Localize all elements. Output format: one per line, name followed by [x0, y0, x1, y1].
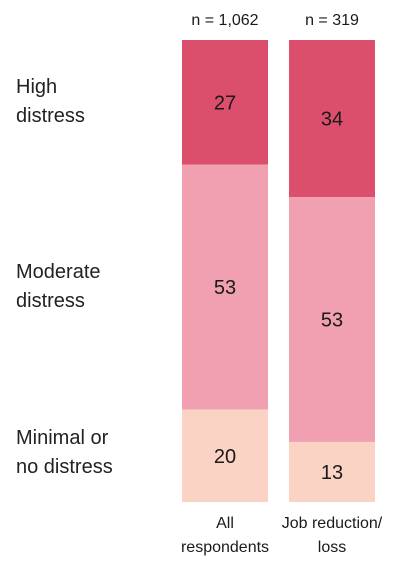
bar-segment: [289, 40, 375, 198]
series-label-moderate-distress: Moderate distress: [16, 261, 101, 312]
bar-segment: [289, 441, 375, 502]
category-label: Job reduction/: [282, 515, 383, 532]
bar-segment: [182, 40, 268, 165]
series-label-minimal-distress: Minimal or no distress: [16, 427, 113, 478]
category-label: All: [216, 515, 234, 532]
data-label: 34: [321, 109, 343, 131]
data-label: 13: [321, 462, 343, 484]
sample-size-label: n = 319: [305, 12, 359, 29]
data-label: 20: [214, 446, 236, 468]
category-label: loss: [318, 539, 346, 556]
data-label: 27: [214, 92, 236, 114]
category-label: respondents: [181, 539, 269, 556]
bar-segment: [182, 164, 268, 410]
bar-segment: [289, 197, 375, 442]
bar-segment: [182, 409, 268, 502]
data-label: 53: [214, 277, 236, 299]
sample-size-label: n = 1,062: [191, 12, 258, 29]
series-label-high-distress: High distress: [16, 76, 85, 127]
data-label: 53: [321, 310, 343, 332]
